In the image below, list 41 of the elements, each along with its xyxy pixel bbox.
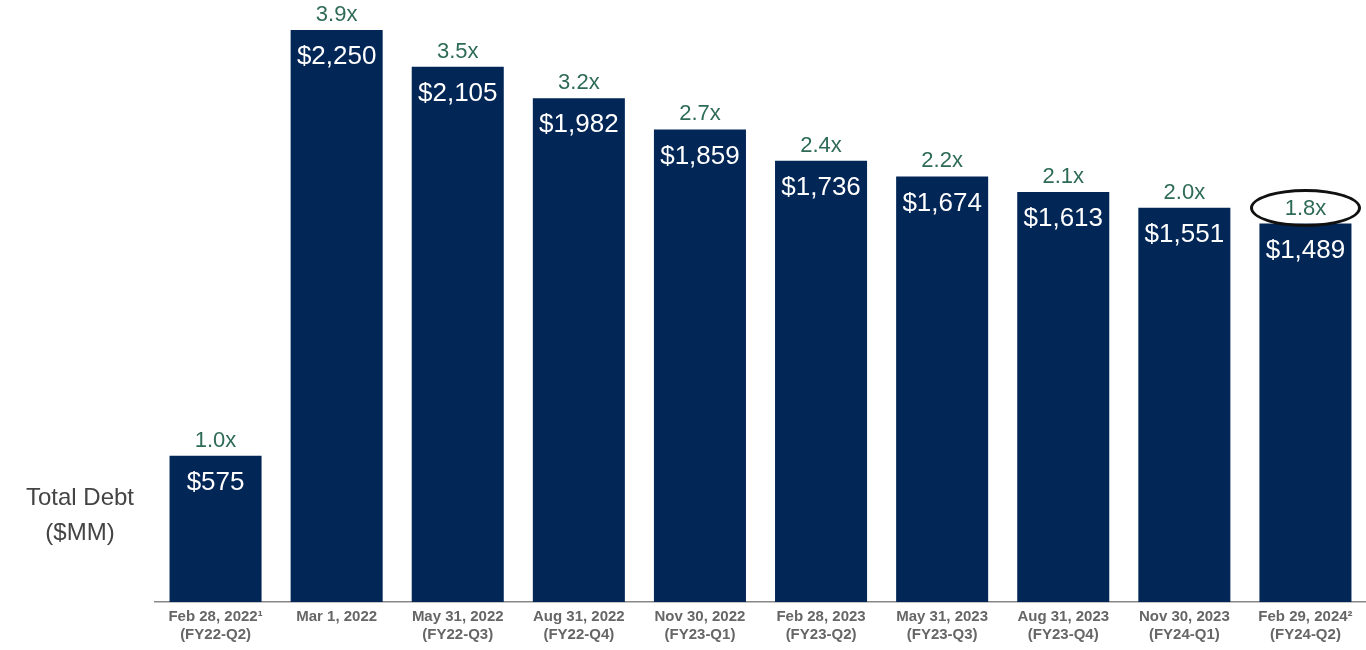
x-tick-label: Nov 30, 2022 (FY23-Q1) <box>654 607 746 643</box>
bar <box>653 129 746 602</box>
bar <box>1138 207 1231 602</box>
annotation: 2.4x <box>800 131 842 157</box>
bar <box>290 30 383 602</box>
x-tick-label: Aug 31, 2023 (FY23-Q4) <box>1017 607 1110 643</box>
bar <box>1259 223 1352 602</box>
annotation: 1.8x <box>1284 194 1327 220</box>
data-label: $575 <box>186 465 245 496</box>
data-label: $1,613 <box>1023 202 1104 233</box>
data-label: $1,982 <box>539 108 619 139</box>
annotation: 2.0x <box>1163 178 1206 204</box>
x-tick-label: Feb 28, 2023 (FY23-Q2) <box>776 607 866 643</box>
annotation: 2.1x <box>1042 163 1085 188</box>
annotation: 2.2x <box>921 147 963 173</box>
annotation: 2.7x <box>679 100 721 126</box>
bar <box>775 160 868 602</box>
data-label: $1,551 <box>1144 217 1225 248</box>
y-axis-title: Total Debt ($MM) <box>24 482 136 547</box>
annotation: 1.0x <box>194 426 237 452</box>
x-tick-label: Feb 29, 2024² (FY24-Q2) <box>1258 607 1353 643</box>
data-label: $1,859 <box>660 139 740 170</box>
data-label: $1,489 <box>1265 233 1346 264</box>
data-label: $2,250 <box>296 40 377 71</box>
bar <box>169 455 262 602</box>
x-tick-label: Mar 1, 2022 <box>296 607 378 625</box>
x-tick-label: Feb 28, 2022¹ (FY22-Q2) <box>168 607 263 643</box>
data-label: $2,105 <box>417 77 498 108</box>
bar <box>532 98 625 602</box>
annotation: 3.2x <box>558 69 600 95</box>
bar <box>896 176 989 602</box>
x-tick-label: Nov 30, 2023 (FY24-Q1) <box>1138 607 1230 643</box>
x-tick-label: May 31, 2023 (FY23-Q3) <box>896 607 989 643</box>
data-label: $1,674 <box>902 186 982 217</box>
annotation: 3.5x <box>436 37 479 63</box>
annotation: 3.9x <box>315 1 358 27</box>
data-label: $1,736 <box>781 170 861 201</box>
bar <box>411 66 504 602</box>
x-tick-label: Aug 31, 2022 (FY22-Q4) <box>532 607 625 643</box>
x-tick-label: May 31, 2022 (FY22-Q3) <box>411 607 504 643</box>
bar <box>1017 191 1110 602</box>
